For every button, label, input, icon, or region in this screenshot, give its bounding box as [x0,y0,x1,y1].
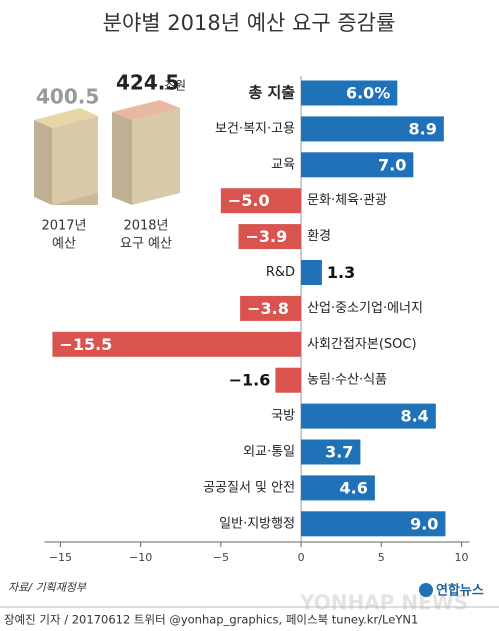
category-label: 보건·복지·고용 [215,121,295,136]
category-label: 산업·중소기업·에너지 [307,301,423,316]
value-label: −3.9 [246,227,288,246]
bar [240,295,302,321]
x-tick-label: −15 [49,551,72,564]
bar [301,403,436,429]
watermark: YONHAP NEWS [299,591,468,615]
value-label: 6.0% [346,84,390,103]
x-tick-label: −10 [129,551,152,564]
inset-value: 424.5 [116,71,179,95]
category-label: 사회간접자본(SOC) [307,337,416,352]
value-label: 8.9 [408,119,436,138]
bar [301,511,446,537]
bar [301,260,322,285]
category-label: 환경 [307,229,331,244]
category-label: 일반·지방행정 [219,515,295,531]
value-label: 7.0 [378,155,406,174]
category-label: 문화·체육·관광 [307,193,387,208]
source: 자료/ 기획재정부 [8,581,87,594]
bar [275,367,302,393]
money-face [52,116,98,205]
category-label: R&D [266,265,295,280]
x-tick-label: 0 [298,551,305,564]
money-top [112,100,180,120]
value-label: 1.3 [327,263,355,282]
logo: 연합뉴스 [436,583,484,599]
inset-value: 400.5 [36,85,99,109]
bar [301,475,375,501]
value-label: 8.4 [400,407,428,426]
inset-label: 요구 예산 [120,237,172,252]
category-label: 국방 [271,409,295,424]
inset-label: 2017년 [41,219,86,234]
x-tick-label: −5 [213,551,229,564]
category-label: 외교·통일 [243,445,295,460]
value-label: 9.0 [410,514,438,533]
inset-label: 2018년 [123,219,168,234]
bar [220,188,302,214]
x-tick-label: 10 [454,551,468,564]
category-label: 공공질서 및 안전 [203,480,295,495]
bar [301,116,444,142]
category-label: 총 지출 [248,84,295,102]
logo-icon [419,583,433,597]
footer: 장예진 기자 / 20170612 트위터 @yonhap_graphics, … [4,613,418,627]
inset-unit: 조원 [164,79,186,93]
bar [301,80,398,106]
inset-label: 예산 [52,237,76,252]
chart-title: 분야별 2018년 예산 요구 증감률 [103,11,396,35]
money-side [34,120,52,205]
value-label: −1.6 [229,371,271,390]
bar [238,224,302,250]
value-label: −5.0 [228,191,270,210]
bar [301,439,361,465]
bar [301,152,414,178]
money-top [34,108,98,128]
money-side [112,112,132,205]
bar [52,331,302,357]
category-label: 농림·수산·식품 [307,373,387,388]
value-label: 4.6 [340,478,368,497]
inset: 400.5 424.5 조원 2017년 예산 2018년 요구 예산 [34,71,186,252]
category-label: 교육 [271,157,295,172]
x-tick-label: 5 [378,551,385,564]
value-label: 3.7 [325,443,353,462]
value-label: −3.8 [247,299,289,318]
money-face [132,108,180,205]
value-label: −15.5 [59,335,112,354]
